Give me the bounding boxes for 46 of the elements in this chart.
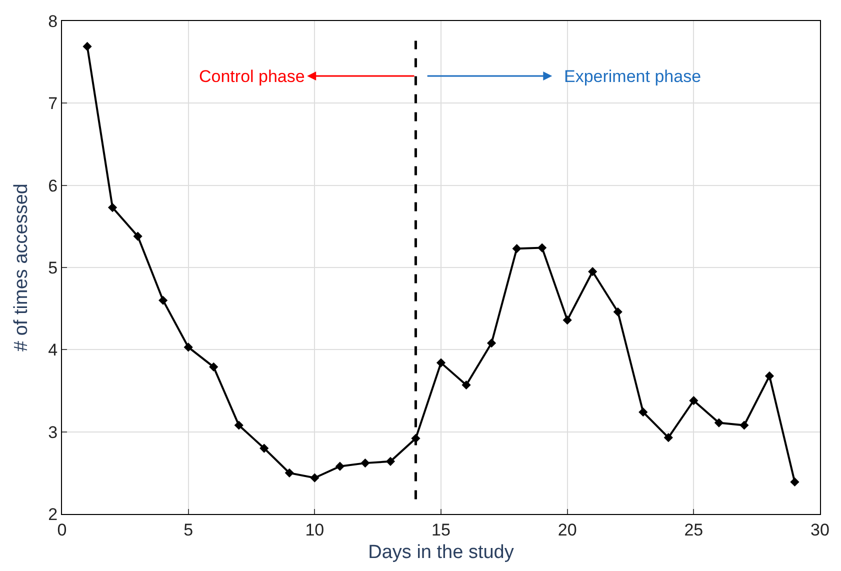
y-tick-label: 8: [48, 12, 58, 31]
point: [512, 244, 522, 254]
point: [133, 232, 142, 241]
point: [462, 380, 471, 390]
x-tick-label: 0: [57, 520, 67, 540]
point: [386, 456, 396, 466]
point: [184, 342, 193, 352]
x-tick-label: 10: [305, 520, 324, 540]
y-tick-label: 4: [48, 340, 58, 360]
point: [740, 420, 749, 430]
x-tick-label: 25: [684, 520, 704, 540]
point: [158, 296, 168, 305]
point: [310, 473, 320, 482]
y-tick-label: 6: [48, 176, 58, 196]
point: [764, 371, 774, 381]
annotation: Experiment phase: [564, 67, 702, 86]
x-axis-title: Days in the study: [368, 542, 514, 564]
x-tick-label: 5: [184, 520, 194, 540]
point: [613, 307, 622, 316]
point: [335, 462, 344, 471]
point: [664, 433, 673, 442]
point: [360, 458, 370, 468]
point: [562, 316, 572, 325]
point: [486, 338, 496, 348]
y-tick-label: 5: [48, 258, 58, 278]
y-tick-label: 3: [48, 422, 58, 442]
annotation: Control phase: [199, 67, 305, 86]
point: [260, 444, 269, 453]
x-tick-label: 30: [810, 520, 830, 540]
point: [714, 418, 724, 428]
point: [209, 362, 218, 372]
point: [82, 42, 92, 52]
point: [108, 202, 118, 212]
point: [234, 420, 244, 430]
point: [638, 408, 648, 417]
point: [284, 468, 294, 478]
point: [588, 267, 598, 276]
y-axis-title: # of times accessed: [10, 184, 32, 352]
x-tick-label: 20: [558, 520, 577, 540]
y-tick-label: 2: [48, 504, 58, 524]
point: [790, 477, 800, 487]
x-tick-label: 15: [432, 520, 450, 540]
point: [436, 358, 446, 368]
point: [689, 396, 698, 406]
y-tick-label: 7: [48, 94, 58, 114]
point: [538, 243, 547, 252]
